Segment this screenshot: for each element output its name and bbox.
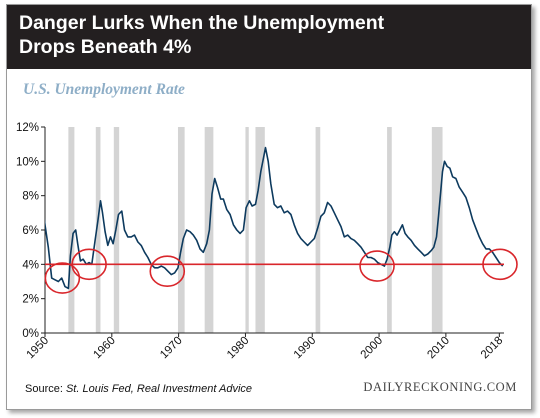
x-tick-label: 2000 xyxy=(359,335,386,362)
y-tick-label: 10% xyxy=(16,156,39,168)
x-tick-label: 1970 xyxy=(158,335,185,362)
chart-title-line1: Danger Lurks When the Unemployment xyxy=(19,12,385,34)
y-tick-label: 6% xyxy=(22,225,39,237)
chart-title: Danger Lurks When the Unemployment Drops… xyxy=(19,11,384,59)
highlight-circle xyxy=(44,262,81,294)
source-label: Source: xyxy=(25,383,66,395)
chart-subtitle: U.S. Unemployment Rate xyxy=(23,81,185,98)
source-note: Source: St. Louis Fed, Real Investment A… xyxy=(25,383,252,395)
y-tick-label: 12% xyxy=(16,122,39,134)
recession-band xyxy=(177,127,185,333)
y-tick-label: 0% xyxy=(22,328,39,340)
recession-band xyxy=(68,127,75,333)
chart-title-line2: Drops Beneath 4% xyxy=(19,36,192,58)
recession-band xyxy=(255,127,265,333)
y-tick-label: 2% xyxy=(22,294,39,306)
y-tick-label: 4% xyxy=(22,259,39,271)
brand-label: DAILYRECKONING.COM xyxy=(363,380,517,394)
source-text: St. Louis Fed, Real Investment Advice xyxy=(65,383,253,395)
x-tick-label: 2018 xyxy=(479,335,506,362)
recession-band xyxy=(245,127,249,333)
unemployment-line xyxy=(45,146,504,290)
x-tick-label: 2010 xyxy=(425,335,452,362)
unemployment-chart: 0%2%4%6%8%10%12%1950 1960 1970 1980 1990 2000… xyxy=(16,122,518,362)
x-tick-label: 1980 xyxy=(225,335,252,362)
x-tick-label: 1960 xyxy=(91,335,118,362)
recession-band xyxy=(387,127,392,333)
highlight-circle xyxy=(359,250,395,282)
x-tick-label: 1990 xyxy=(292,335,319,362)
chart-card: Danger Lurks When the Unemployment Drops… xyxy=(6,4,532,410)
recession-band xyxy=(315,127,321,333)
highlight-circle xyxy=(482,248,518,281)
header-banner: Danger Lurks When the Unemployment Drops… xyxy=(7,5,531,69)
recession-band xyxy=(95,127,101,333)
y-tick-label: 8% xyxy=(22,191,39,203)
highlight-circle xyxy=(149,255,186,288)
highlight-circle xyxy=(71,248,107,281)
